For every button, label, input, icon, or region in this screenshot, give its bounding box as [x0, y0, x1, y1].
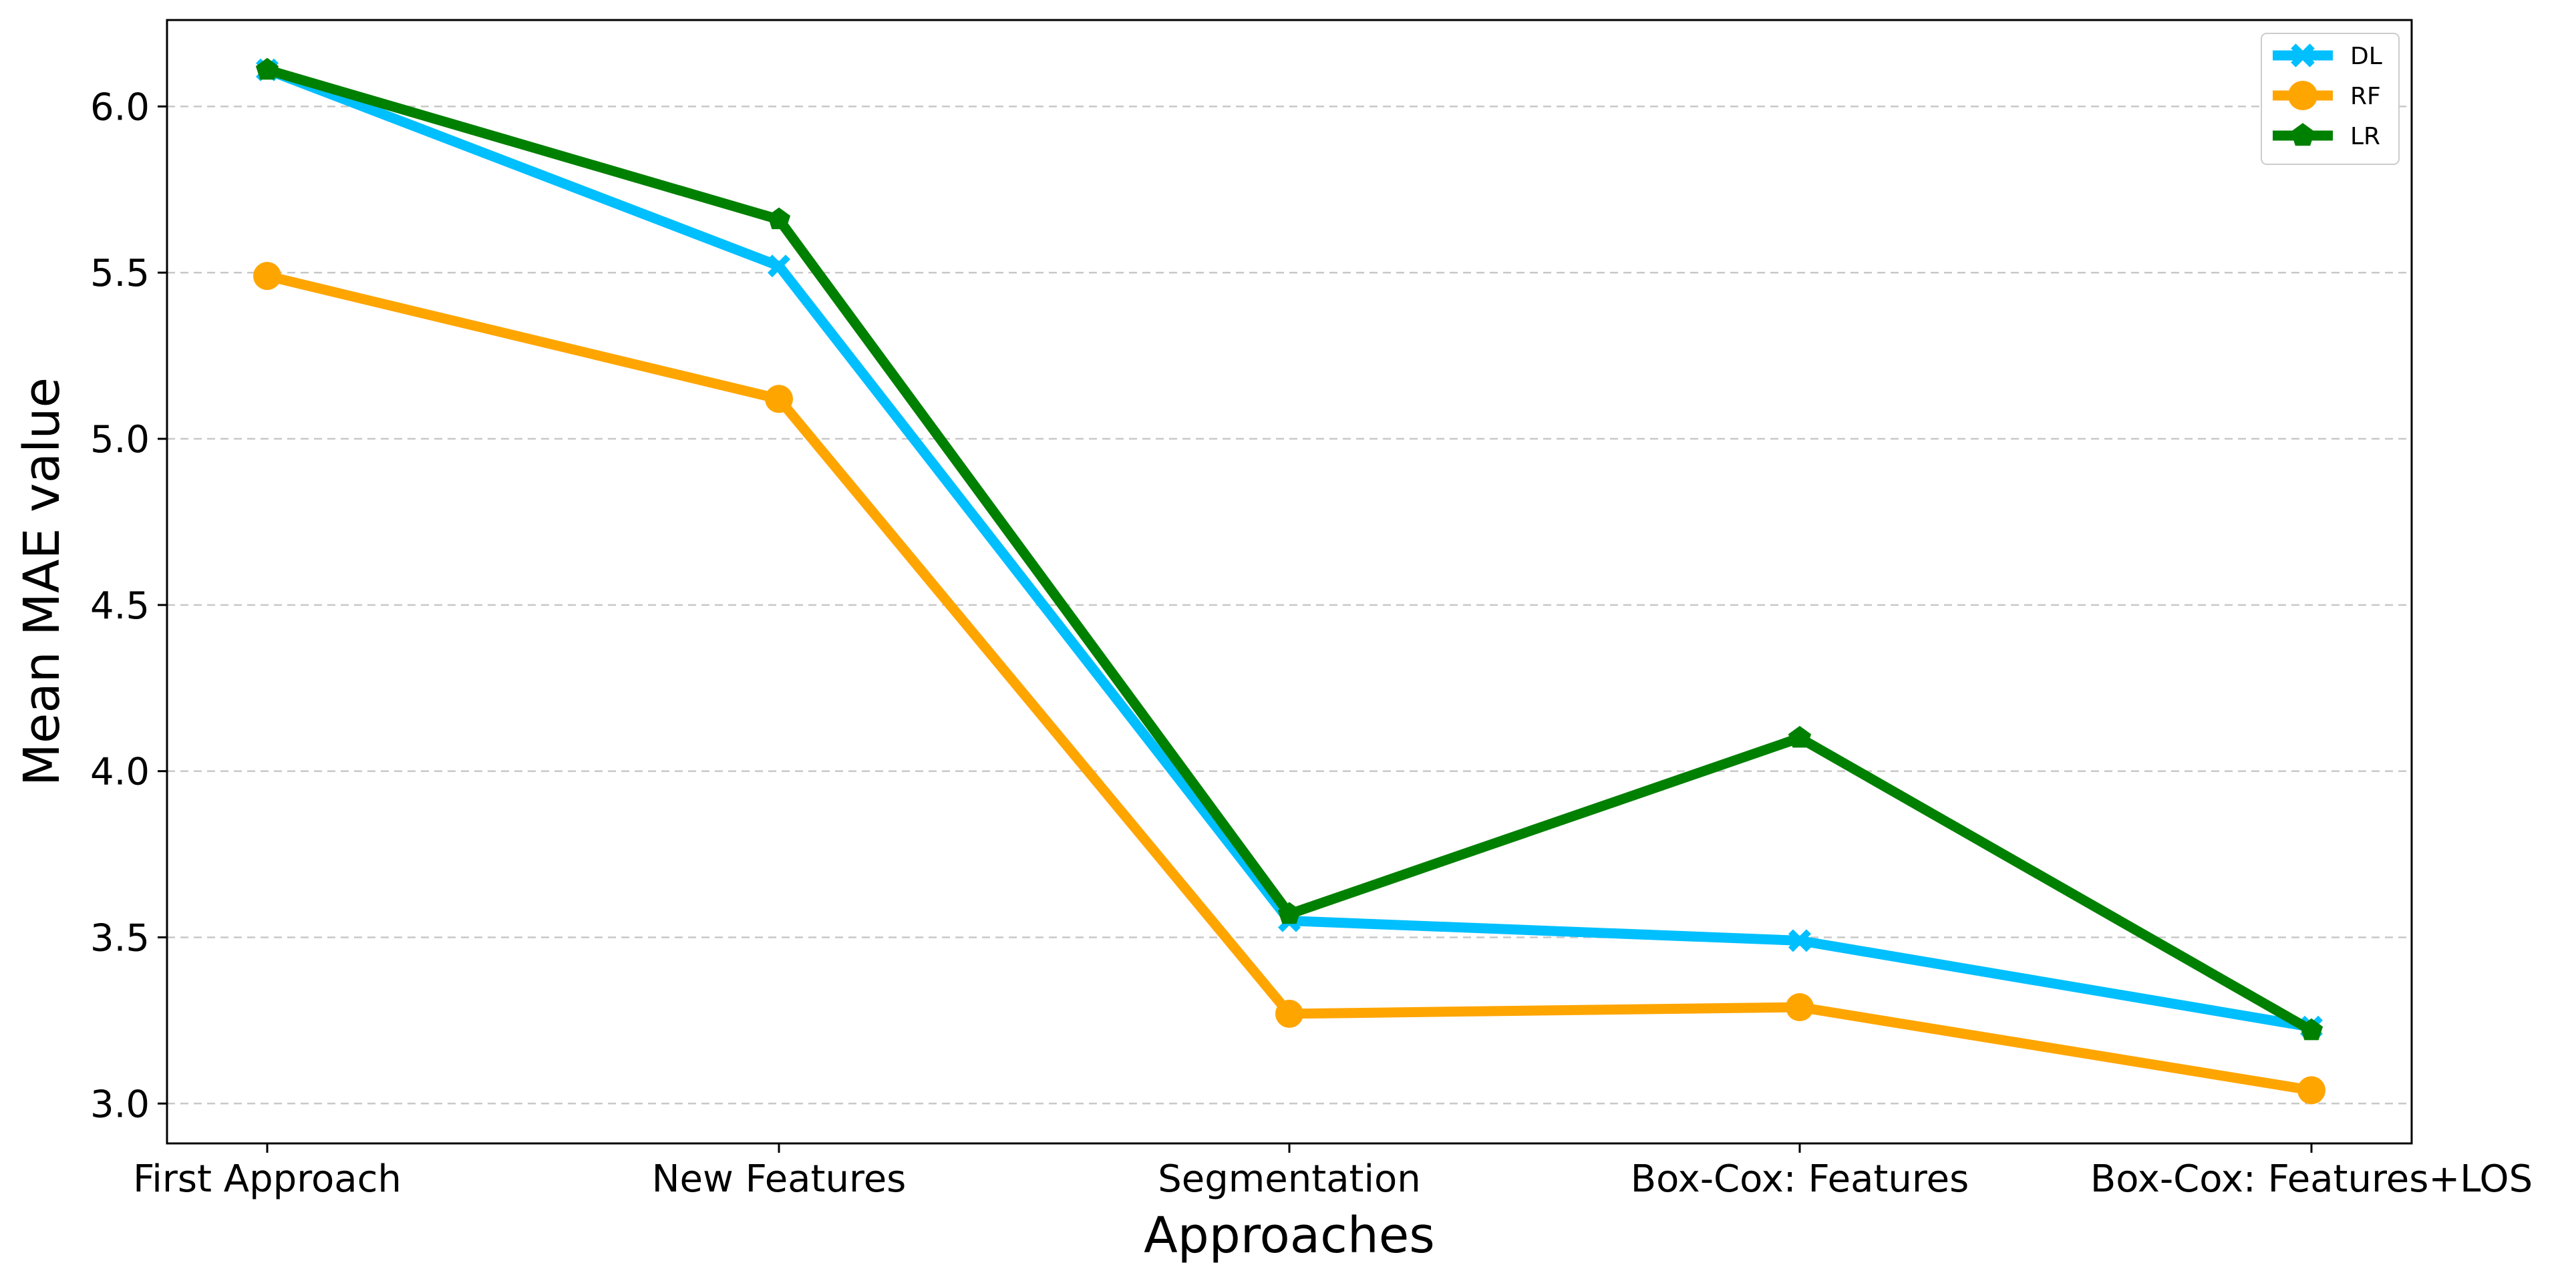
series-dl [256, 58, 2323, 1039]
legend-marker-lr [2291, 123, 2315, 146]
legend: DL RF LR [2261, 33, 2400, 165]
legend-marker-rf [2287, 80, 2318, 111]
y-tick-label: 6.0 [90, 85, 150, 129]
legend-label-lr: LR [2350, 123, 2380, 150]
legend-label-rf: RF [2350, 83, 2381, 110]
data-point-rf [1786, 992, 1814, 1021]
data-point-lr [1277, 902, 1301, 924]
grid-lines [167, 106, 2412, 1105]
series-line-rf [262, 270, 2317, 1095]
data-point-lr [2299, 1018, 2323, 1041]
legend-marker-dl [2291, 43, 2315, 67]
y-axis-title: Mean MAE value [13, 377, 71, 786]
data-point-dl [768, 254, 790, 278]
y-tick-label: 3.5 [90, 916, 150, 960]
data-point-lr [767, 207, 791, 230]
data-point-dl [1788, 929, 1811, 952]
data-point-lr [1788, 725, 1812, 748]
data-point-rf [2297, 1076, 2325, 1105]
series-line-lr [262, 65, 2317, 1036]
y-tick-label: 5.0 [90, 418, 150, 462]
x-tick-label: First Approach [133, 1157, 401, 1201]
data-point-lr [255, 57, 279, 80]
series-rf [253, 262, 2325, 1105]
series-line-dl [262, 65, 2317, 1033]
x-tick-label: Box-Cox: Features [1631, 1157, 1969, 1201]
x-tick-label: Segmentation [1158, 1157, 1421, 1201]
series-lr [255, 57, 2323, 1041]
legend-label-dl: DL [2350, 43, 2382, 70]
y-tick-label: 3.0 [90, 1083, 150, 1126]
data-point-rf [253, 262, 281, 291]
plot-series [253, 57, 2325, 1105]
x-tick-label: Box-Cox: Features+LOS [2090, 1157, 2533, 1201]
data-point-rf [765, 385, 793, 413]
y-tick-label: 4.0 [90, 751, 150, 794]
y-tick-label: 4.5 [90, 584, 150, 628]
x-tick-label: New Features [652, 1157, 907, 1201]
x-axis-title: Approaches [1144, 1207, 1435, 1264]
plot-frame [166, 19, 2413, 1145]
y-axis: 3.0 3.5 4.0 4.5 5.0 5.5 6.0 [90, 85, 167, 1126]
x-axis: First Approach New Features Segmentation Bo… [133, 1143, 2533, 1201]
data-point-rf [1275, 999, 1303, 1028]
y-tick-label: 5.5 [90, 252, 150, 295]
